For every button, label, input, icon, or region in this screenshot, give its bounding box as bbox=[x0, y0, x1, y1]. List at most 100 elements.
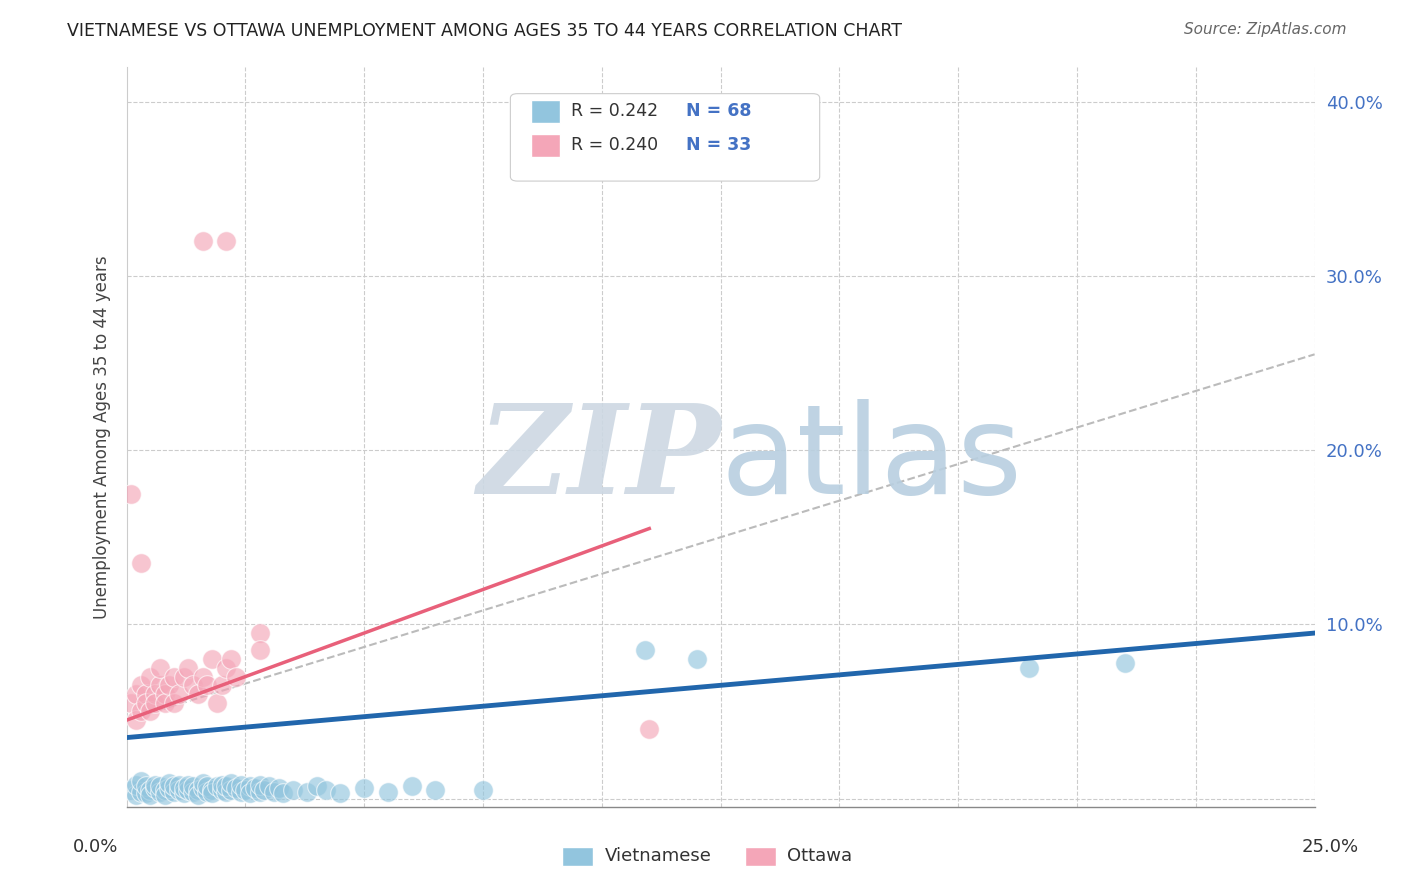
Point bbox=[425, 782, 447, 797]
Point bbox=[249, 778, 271, 792]
Point bbox=[163, 670, 186, 684]
Point bbox=[233, 782, 257, 797]
Point bbox=[243, 781, 266, 796]
Text: N = 33: N = 33 bbox=[686, 136, 751, 154]
Point bbox=[229, 778, 252, 792]
Point bbox=[249, 784, 271, 798]
Point bbox=[215, 784, 238, 798]
Point bbox=[153, 696, 176, 710]
Point bbox=[187, 788, 209, 802]
Point bbox=[187, 782, 209, 797]
Point bbox=[195, 784, 218, 798]
Text: 25.0%: 25.0% bbox=[1302, 838, 1358, 856]
Point bbox=[211, 782, 233, 797]
Point bbox=[239, 786, 262, 800]
Point bbox=[129, 678, 152, 692]
Point bbox=[257, 780, 280, 794]
Point bbox=[225, 670, 247, 684]
Point bbox=[219, 652, 242, 666]
Point bbox=[149, 780, 172, 794]
Point bbox=[163, 696, 186, 710]
Point bbox=[201, 652, 224, 666]
Point bbox=[1018, 661, 1040, 675]
Point bbox=[273, 786, 295, 800]
Point bbox=[149, 661, 172, 675]
Point bbox=[177, 782, 200, 797]
Point bbox=[267, 781, 290, 796]
Text: N = 68: N = 68 bbox=[686, 103, 752, 120]
Point bbox=[1114, 656, 1136, 670]
Point bbox=[139, 705, 162, 719]
Point bbox=[135, 786, 157, 800]
Point bbox=[633, 643, 655, 657]
Point bbox=[239, 780, 262, 794]
Point bbox=[149, 784, 172, 798]
Point bbox=[153, 687, 176, 701]
Point bbox=[638, 722, 661, 736]
Point bbox=[167, 782, 190, 797]
Point bbox=[163, 784, 186, 798]
Point bbox=[249, 643, 271, 657]
Point bbox=[215, 780, 238, 794]
Point bbox=[377, 784, 399, 798]
Text: Ottawa: Ottawa bbox=[787, 847, 852, 865]
Point bbox=[120, 696, 142, 710]
Point bbox=[125, 788, 148, 802]
Point bbox=[315, 782, 337, 797]
Point bbox=[153, 782, 176, 797]
Text: R = 0.242: R = 0.242 bbox=[571, 103, 658, 120]
Point bbox=[201, 786, 224, 800]
Point bbox=[143, 687, 166, 701]
Point bbox=[143, 696, 166, 710]
Point bbox=[187, 687, 209, 701]
Point bbox=[135, 687, 157, 701]
Text: 0.0%: 0.0% bbox=[73, 838, 118, 856]
Point bbox=[205, 696, 228, 710]
Point bbox=[120, 486, 142, 500]
Point bbox=[125, 778, 148, 792]
Point bbox=[157, 678, 180, 692]
Point bbox=[191, 670, 214, 684]
Point bbox=[129, 557, 152, 571]
Point bbox=[125, 687, 148, 701]
Point bbox=[215, 234, 238, 248]
Point bbox=[135, 696, 157, 710]
Point bbox=[353, 781, 375, 796]
Text: ZIP: ZIP bbox=[477, 399, 721, 520]
Point bbox=[205, 780, 228, 794]
Point bbox=[305, 780, 328, 794]
Point bbox=[249, 626, 271, 640]
Point bbox=[143, 778, 166, 792]
Point bbox=[139, 782, 162, 797]
Point bbox=[191, 776, 214, 790]
Point bbox=[201, 782, 224, 797]
Point bbox=[401, 780, 423, 794]
Point bbox=[181, 780, 204, 794]
Point bbox=[181, 678, 204, 692]
Point bbox=[177, 778, 200, 792]
Text: R = 0.240: R = 0.240 bbox=[571, 136, 658, 154]
Point bbox=[225, 781, 247, 796]
Text: Vietnamese: Vietnamese bbox=[605, 847, 711, 865]
Text: VIETNAMESE VS OTTAWA UNEMPLOYMENT AMONG AGES 35 TO 44 YEARS CORRELATION CHART: VIETNAMESE VS OTTAWA UNEMPLOYMENT AMONG … bbox=[67, 22, 903, 40]
Point bbox=[173, 670, 195, 684]
Point bbox=[219, 782, 242, 797]
Point bbox=[215, 661, 238, 675]
Point bbox=[177, 661, 200, 675]
Point bbox=[191, 234, 214, 248]
Point bbox=[129, 784, 152, 798]
Point bbox=[281, 782, 304, 797]
Point bbox=[329, 786, 352, 800]
Point bbox=[295, 784, 318, 798]
Point bbox=[167, 778, 190, 792]
Point bbox=[163, 780, 186, 794]
Point bbox=[120, 782, 142, 797]
Point bbox=[229, 784, 252, 798]
Point bbox=[195, 780, 218, 794]
Text: Source: ZipAtlas.com: Source: ZipAtlas.com bbox=[1184, 22, 1347, 37]
Point bbox=[125, 713, 148, 727]
Point bbox=[686, 652, 709, 666]
Point bbox=[135, 780, 157, 794]
Point bbox=[157, 781, 180, 796]
Point bbox=[153, 788, 176, 802]
